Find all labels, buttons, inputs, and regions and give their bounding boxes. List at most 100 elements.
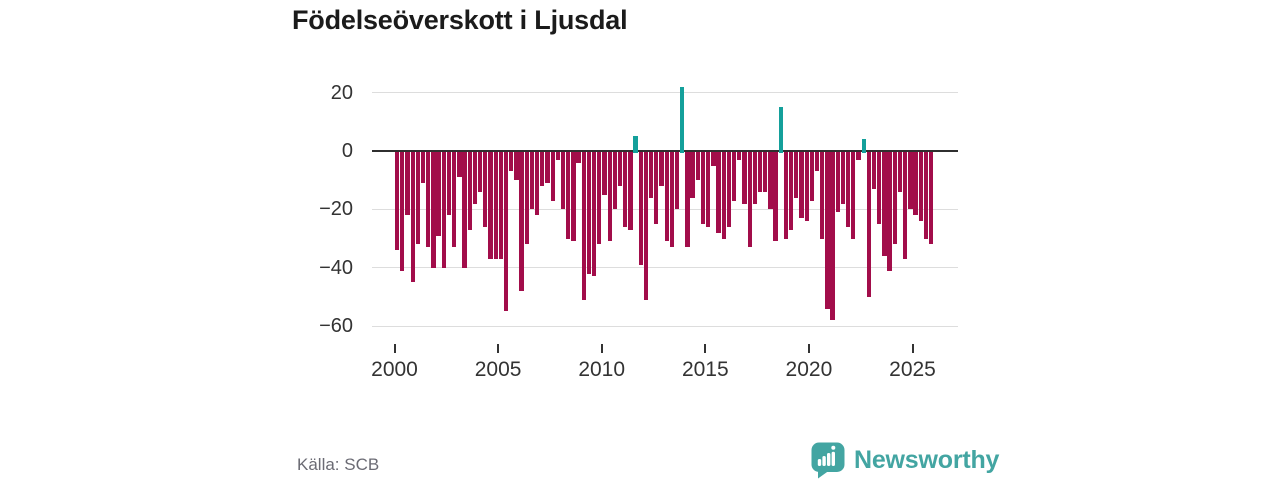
- bar-negative: [410, 151, 415, 283]
- bar-negative: [431, 151, 436, 268]
- bar-negative: [913, 151, 918, 216]
- bar-negative: [897, 151, 903, 192]
- zero-axis-line: [372, 149, 958, 152]
- bar-negative: [493, 151, 498, 259]
- bar-negative: [426, 151, 431, 248]
- bar-negative: [690, 151, 695, 198]
- bar-positive: [861, 139, 866, 153]
- bar-negative: [519, 151, 524, 292]
- bar-negative: [560, 151, 566, 210]
- bar-negative: [524, 151, 529, 245]
- bar-negative: [488, 151, 493, 259]
- brand-logo: Newsworthy: [810, 441, 999, 479]
- bar-negative: [706, 151, 711, 227]
- bar-negative: [628, 151, 633, 230]
- bar-negative: [545, 151, 550, 184]
- bar-negative: [540, 151, 545, 187]
- bar-negative: [415, 151, 421, 245]
- bar-negative: [550, 151, 555, 201]
- bar-negative: [446, 151, 452, 216]
- bar-negative: [649, 151, 654, 198]
- bar-negative: [597, 151, 602, 245]
- bar-negative: [420, 151, 426, 184]
- y-axis-label: −20: [319, 198, 353, 221]
- brand-name: Newsworthy: [854, 445, 1000, 474]
- x-axis-label: 2025: [889, 358, 936, 381]
- bar-negative: [851, 151, 856, 239]
- y-axis-label: −40: [319, 256, 353, 279]
- bar-negative: [457, 151, 462, 178]
- bar-negative: [695, 151, 700, 181]
- bar-negative: [882, 151, 887, 257]
- bar-negative: [804, 151, 809, 222]
- bar-negative: [783, 151, 789, 239]
- bar-negative: [685, 151, 690, 248]
- bar-negative: [467, 151, 472, 230]
- bar-negative: [928, 151, 934, 245]
- bar-positive: [680, 86, 685, 153]
- bar-negative: [602, 151, 607, 195]
- bar-negative: [623, 151, 628, 227]
- bar-negative: [581, 151, 586, 300]
- bar-negative: [840, 151, 846, 204]
- bar-negative: [586, 151, 592, 274]
- bar-negative: [405, 151, 410, 216]
- bar-negative: [794, 151, 799, 198]
- bar-negative: [825, 151, 830, 309]
- bar-negative: [908, 151, 913, 210]
- gridline: [372, 92, 958, 94]
- bar-negative: [643, 151, 649, 300]
- bar-negative: [400, 151, 405, 271]
- bar-negative: [571, 151, 576, 242]
- bar-negative: [436, 151, 441, 236]
- x-axis-tick: [807, 344, 810, 353]
- bar-negative: [871, 151, 877, 189]
- bar-negative: [830, 151, 835, 321]
- chart-title: Födelseöverskott i Ljusdal: [292, 5, 628, 35]
- bar-negative: [441, 151, 446, 268]
- bar-negative: [923, 151, 929, 239]
- speech-bubble-bar-chart-icon: [811, 442, 845, 479]
- bar-negative: [514, 151, 519, 181]
- bar-negative: [555, 151, 560, 160]
- bar-negative: [534, 151, 540, 216]
- bar-negative: [731, 151, 737, 201]
- x-axis-label: 2010: [578, 358, 626, 381]
- bar-negative: [566, 151, 571, 239]
- bar-negative: [498, 151, 503, 259]
- gridline: [372, 325, 958, 327]
- bar-negative: [763, 151, 768, 192]
- bar-negative: [483, 151, 488, 227]
- bar-negative: [664, 151, 669, 242]
- bar-negative: [768, 151, 773, 210]
- bar-negative: [799, 151, 804, 219]
- bar-negative: [788, 151, 794, 230]
- y-axis-label: 20: [330, 81, 353, 104]
- bar-negative: [477, 151, 483, 192]
- bar-negative: [612, 151, 618, 210]
- bar-positive: [778, 107, 783, 153]
- plot-area: 20 0 −20 −40 −60 2000 2005 2010 2015 2020 2025: [319, 81, 958, 381]
- bar-negative: [659, 151, 664, 187]
- bar-negative: [503, 151, 509, 312]
- x-axis-label: 2000: [371, 358, 418, 381]
- bar-negative: [716, 151, 721, 233]
- y-axis-label: −60: [319, 315, 353, 338]
- bar-negative: [607, 151, 612, 242]
- bar-negative: [591, 151, 597, 277]
- bar-negative: [866, 151, 872, 297]
- x-axis-label: 2020: [785, 358, 833, 381]
- bar-negative: [846, 151, 851, 227]
- bar-negative: [892, 151, 897, 245]
- bar-negative: [809, 151, 815, 201]
- bar-negative: [747, 151, 752, 248]
- bar-negative: [773, 151, 778, 242]
- x-axis-tick: [704, 344, 707, 353]
- gridline: [372, 267, 958, 269]
- bar-negative: [654, 151, 659, 224]
- bar-negative: [711, 151, 716, 166]
- bar-negative: [509, 151, 514, 172]
- x-axis-tick: [393, 344, 396, 353]
- x-axis-tick: [600, 344, 603, 353]
- bar-negative: [757, 151, 763, 192]
